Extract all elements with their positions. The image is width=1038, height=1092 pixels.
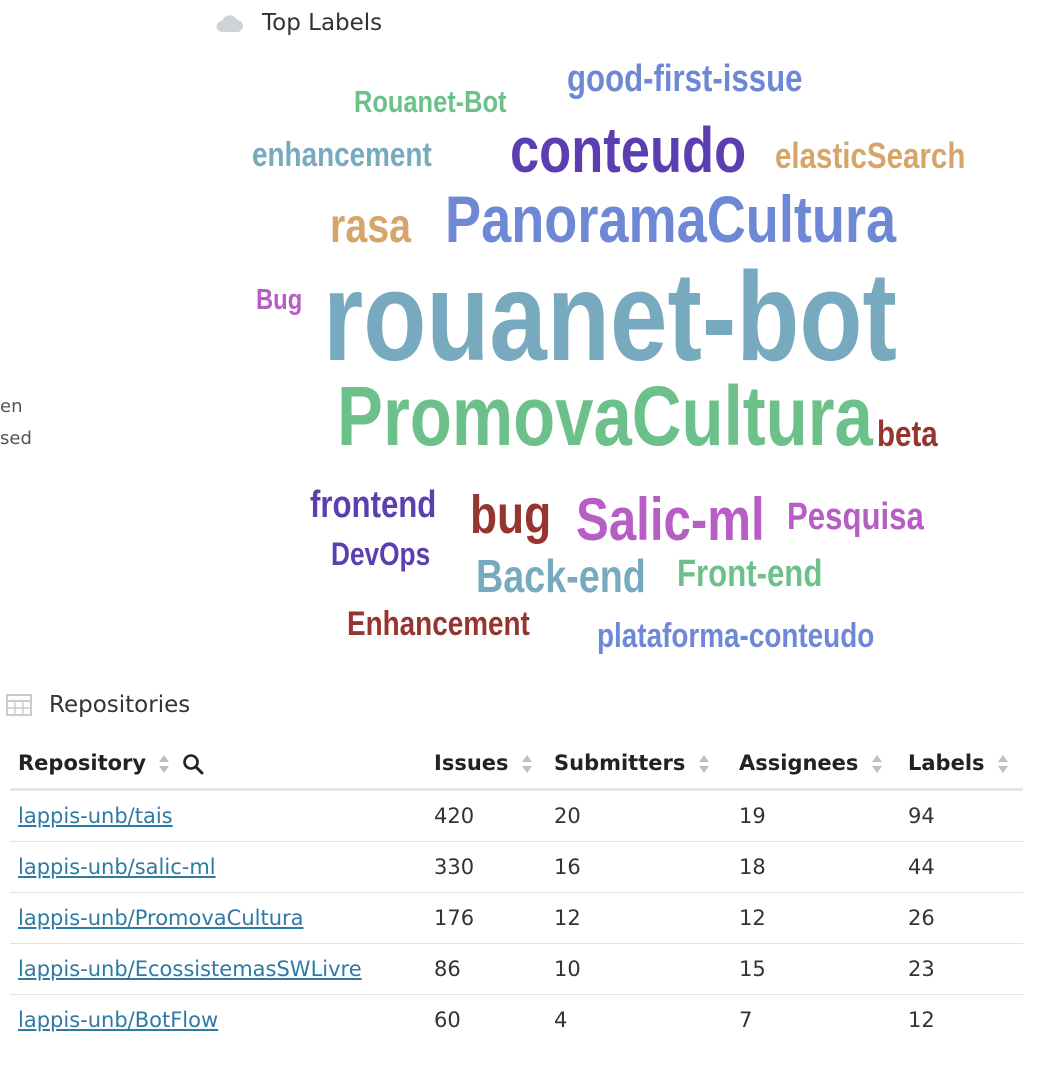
submitters-cell: 12 bbox=[546, 892, 731, 944]
submitters-cell: 10 bbox=[546, 943, 731, 995]
column-label: Submitters bbox=[554, 751, 686, 775]
submitters-cell: 4 bbox=[554, 1008, 568, 1032]
table-row: lappis-unb/EcossistemasSWLivre 86 10 15 … bbox=[10, 943, 1023, 995]
column-header-repository[interactable]: Repository bbox=[10, 738, 426, 791]
assignees-cell: 19 bbox=[731, 789, 900, 842]
cloud-word: DevOps bbox=[331, 536, 431, 572]
cloud-word: bug bbox=[470, 485, 552, 545]
repo-link[interactable]: lappis-unb/tais bbox=[18, 804, 173, 828]
repo-link[interactable]: lappis-unb/salic-ml bbox=[18, 855, 216, 879]
column-header-labels[interactable]: Labels bbox=[900, 738, 1023, 791]
cloud-word: beta bbox=[877, 413, 938, 454]
repo-cell: lappis-unb/salic-ml bbox=[10, 841, 426, 893]
table-header-row: Repository Issues Submitters Assignees L… bbox=[10, 738, 1023, 791]
top-labels-header: Top Labels bbox=[214, 10, 382, 36]
repositories-header: Repositories bbox=[6, 692, 190, 718]
sort-icon[interactable] bbox=[997, 754, 1009, 774]
labels-cell: 23 bbox=[900, 943, 1023, 995]
cloud-word: conteudo bbox=[510, 114, 747, 186]
cloud-word: enhancement bbox=[252, 136, 432, 174]
cloud-word: PromovaCultura bbox=[337, 369, 873, 463]
labels-cell: 26 bbox=[900, 892, 1023, 944]
cloud-word: plataforma-conteudo bbox=[597, 617, 875, 655]
submitters-cell: 16 bbox=[546, 841, 731, 893]
cloud-word: rasa bbox=[330, 200, 411, 253]
repo-link[interactable]: lappis-unb/PromovaCultura bbox=[18, 906, 304, 930]
assignees-cell: 7 bbox=[739, 1008, 753, 1032]
column-label: Issues bbox=[434, 751, 509, 775]
cloud-word: good-first-issue bbox=[567, 58, 803, 100]
table-row: lappis-unb/BotFlow 60 4 7 12 bbox=[10, 995, 1023, 1046]
cloud-word: PanoramaCultura bbox=[445, 182, 897, 256]
cloud-icon bbox=[216, 15, 243, 32]
labels-cell: 44 bbox=[900, 841, 1023, 893]
sort-icon[interactable] bbox=[521, 754, 533, 774]
issues-cell: 86 bbox=[426, 943, 546, 995]
table-icon bbox=[6, 694, 32, 716]
assignees-cell: 12 bbox=[731, 892, 900, 944]
sort-icon[interactable] bbox=[871, 754, 883, 774]
cloud-word: frontend bbox=[310, 484, 437, 526]
repo-link[interactable]: lappis-unb/BotFlow bbox=[18, 1008, 219, 1032]
cloud-word: rouanet-bot bbox=[323, 246, 897, 387]
repositories-table: Repository Issues Submitters Assignees L… bbox=[10, 738, 1023, 1045]
column-label: Repository bbox=[18, 751, 147, 775]
legend-closed-label: sed bbox=[0, 428, 32, 449]
column-header-assignees[interactable]: Assignees bbox=[731, 738, 900, 791]
issues-cell: 60 bbox=[434, 1008, 461, 1032]
issues-cell: 176 bbox=[426, 892, 546, 944]
column-label: Assignees bbox=[739, 751, 859, 775]
table-row: lappis-unb/PromovaCultura 176 12 12 26 bbox=[10, 892, 1023, 944]
repositories-title: Repositories bbox=[49, 692, 191, 718]
column-header-submitters[interactable]: Submitters bbox=[546, 738, 731, 791]
cloud-word: Salic-ml bbox=[576, 486, 765, 553]
table-row: lappis-unb/tais 420 20 19 94 bbox=[10, 789, 1023, 842]
labels-cell: 94 bbox=[900, 789, 1023, 842]
legend-open-label: en bbox=[0, 396, 23, 417]
repo-cell: lappis-unb/BotFlow bbox=[10, 995, 426, 1046]
sort-icon[interactable] bbox=[698, 754, 710, 774]
cloud-word: Back-end bbox=[476, 550, 646, 602]
assignees-cell: 18 bbox=[731, 841, 900, 893]
repo-link[interactable]: lappis-unb/EcossistemasSWLivre bbox=[18, 957, 362, 981]
column-header-issues[interactable]: Issues bbox=[426, 738, 546, 791]
repo-cell: lappis-unb/EcossistemasSWLivre bbox=[10, 943, 426, 995]
cloud-word: Pesquisa bbox=[787, 496, 924, 538]
repo-cell: lappis-unb/PromovaCultura bbox=[10, 892, 426, 944]
table-row: lappis-unb/salic-ml 330 16 18 44 bbox=[10, 841, 1023, 893]
cloud-word: Enhancement bbox=[347, 605, 530, 643]
labels-cell: 12 bbox=[908, 1008, 935, 1032]
issues-cell: 420 bbox=[426, 789, 546, 842]
cloud-word: elasticSearch bbox=[775, 135, 966, 176]
repo-cell: lappis-unb/tais bbox=[10, 789, 426, 842]
cloud-word: Bug bbox=[256, 284, 303, 316]
submitters-cell: 20 bbox=[546, 789, 731, 842]
cloud-word: Front-end bbox=[677, 553, 823, 595]
top-labels-title: Top Labels bbox=[262, 10, 383, 36]
assignees-cell: 15 bbox=[731, 943, 900, 995]
sort-icon[interactable] bbox=[158, 754, 170, 774]
cloud-word: Rouanet-Bot bbox=[354, 84, 507, 119]
search-icon[interactable] bbox=[182, 753, 204, 775]
issues-cell: 330 bbox=[426, 841, 546, 893]
column-label: Labels bbox=[908, 751, 985, 775]
